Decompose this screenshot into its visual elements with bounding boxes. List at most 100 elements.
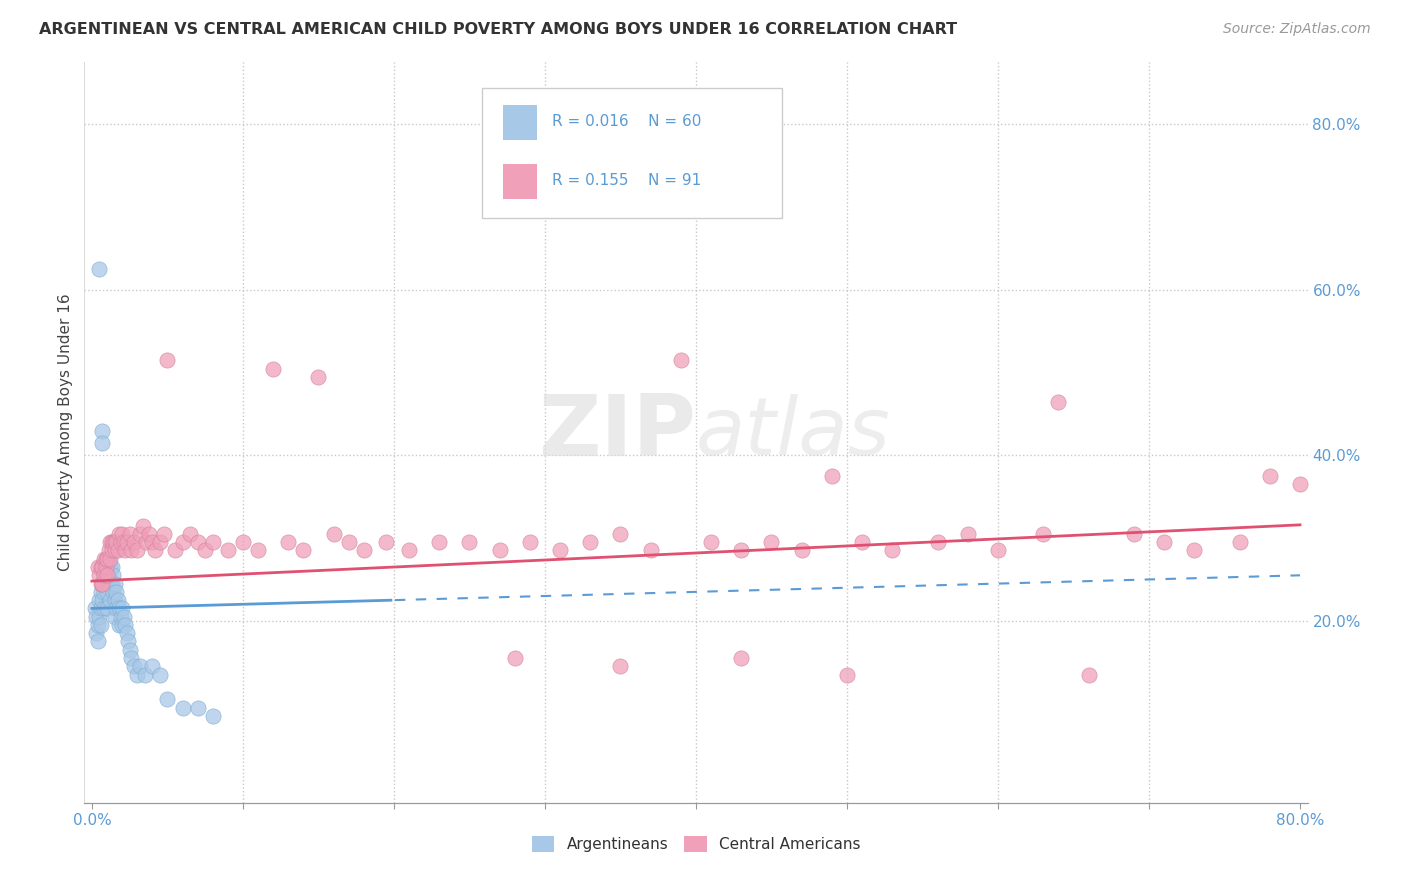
Point xyxy=(96,585,118,599)
Point xyxy=(132,518,155,533)
Point xyxy=(129,659,152,673)
Point xyxy=(103,543,125,558)
Point xyxy=(98,535,121,549)
Point xyxy=(187,700,209,714)
Bar xyxy=(503,164,537,200)
Point xyxy=(111,527,134,541)
Point xyxy=(821,469,844,483)
Point xyxy=(127,543,149,558)
Point xyxy=(1289,477,1312,491)
Point xyxy=(141,659,163,673)
Point xyxy=(129,527,152,541)
Point xyxy=(548,543,571,558)
Point xyxy=(100,543,122,558)
Point xyxy=(107,543,129,558)
Point xyxy=(851,535,873,549)
Point xyxy=(86,609,108,624)
Point xyxy=(458,535,481,549)
Point xyxy=(700,535,723,549)
Point xyxy=(96,568,118,582)
Point xyxy=(143,543,166,558)
Bar xyxy=(503,104,537,140)
Point xyxy=(187,535,209,549)
Point xyxy=(790,543,813,558)
Point xyxy=(179,527,201,541)
Point xyxy=(427,535,450,549)
Point xyxy=(141,535,163,549)
Point xyxy=(103,609,125,624)
Legend: Argentineans, Central Americans: Argentineans, Central Americans xyxy=(526,830,866,858)
Point xyxy=(105,535,128,549)
Point xyxy=(307,369,329,384)
Point xyxy=(172,535,194,549)
Point xyxy=(322,527,344,541)
Y-axis label: Child Poverty Among Boys Under 16: Child Poverty Among Boys Under 16 xyxy=(58,293,73,572)
Point xyxy=(91,436,114,450)
Point xyxy=(111,601,134,615)
Point xyxy=(110,535,132,549)
Point xyxy=(103,535,125,549)
Point xyxy=(108,601,131,615)
Point xyxy=(114,618,136,632)
Point xyxy=(114,543,136,558)
Point xyxy=(135,535,157,549)
FancyBboxPatch shape xyxy=(482,88,782,218)
Point xyxy=(277,535,299,549)
Point xyxy=(94,560,117,574)
Point xyxy=(100,576,122,591)
Point xyxy=(292,543,315,558)
Point xyxy=(1032,527,1054,541)
Point xyxy=(103,576,125,591)
Point xyxy=(579,535,602,549)
Point xyxy=(1077,667,1099,681)
Point xyxy=(149,667,172,681)
Point xyxy=(1229,535,1251,549)
Point xyxy=(108,618,131,632)
Point xyxy=(98,560,121,574)
Point xyxy=(1047,394,1070,409)
Point xyxy=(89,262,111,277)
Point xyxy=(93,601,115,615)
Point xyxy=(118,527,141,541)
Point xyxy=(101,535,124,549)
Point xyxy=(927,535,949,549)
Point xyxy=(97,551,120,566)
Point xyxy=(117,634,139,648)
Point xyxy=(156,692,179,706)
Point xyxy=(112,535,135,549)
Point xyxy=(247,543,270,558)
Point xyxy=(91,576,114,591)
Point xyxy=(112,609,135,624)
Point xyxy=(94,576,117,591)
Point xyxy=(761,535,783,549)
Point xyxy=(96,551,118,566)
Point xyxy=(93,568,115,582)
Point xyxy=(120,543,142,558)
Point xyxy=(122,659,145,673)
Point xyxy=(96,551,118,566)
Point xyxy=(90,601,112,615)
Point xyxy=(105,601,128,615)
Point xyxy=(987,543,1010,558)
Point xyxy=(100,535,122,549)
Point xyxy=(89,609,111,624)
Point xyxy=(111,618,134,632)
Point xyxy=(84,601,107,615)
Point xyxy=(89,568,111,582)
Point xyxy=(262,361,284,376)
Point xyxy=(503,651,526,665)
Point xyxy=(91,560,114,574)
Text: Source: ZipAtlas.com: Source: ZipAtlas.com xyxy=(1223,22,1371,37)
Point xyxy=(172,700,194,714)
Point xyxy=(153,527,176,541)
Point xyxy=(353,543,375,558)
Point xyxy=(96,568,118,582)
Point xyxy=(98,593,121,607)
Text: ARGENTINEAN VS CENTRAL AMERICAN CHILD POVERTY AMONG BOYS UNDER 16 CORRELATION CH: ARGENTINEAN VS CENTRAL AMERICAN CHILD PO… xyxy=(39,22,957,37)
Point xyxy=(91,424,114,438)
Point xyxy=(127,667,149,681)
Text: atlas: atlas xyxy=(696,393,891,472)
Point xyxy=(730,543,752,558)
Point xyxy=(90,618,112,632)
Point xyxy=(105,585,128,599)
